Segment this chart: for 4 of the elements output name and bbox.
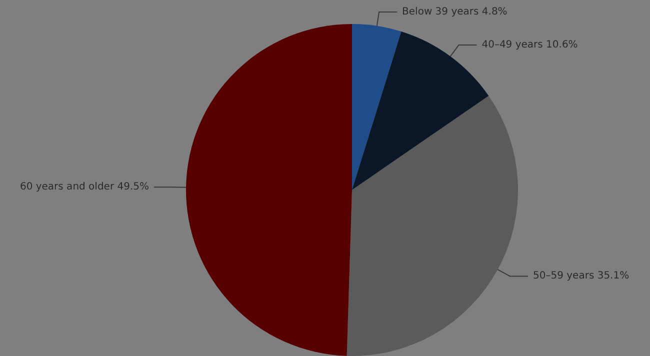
slice-label: 50–59 years 35.1% (533, 270, 630, 282)
slice-label: Below 39 years 4.8% (402, 6, 508, 18)
slice-label: 60 years and older 49.5% (20, 182, 150, 193)
slice-label: 40–49 years 10.6% (482, 40, 578, 51)
